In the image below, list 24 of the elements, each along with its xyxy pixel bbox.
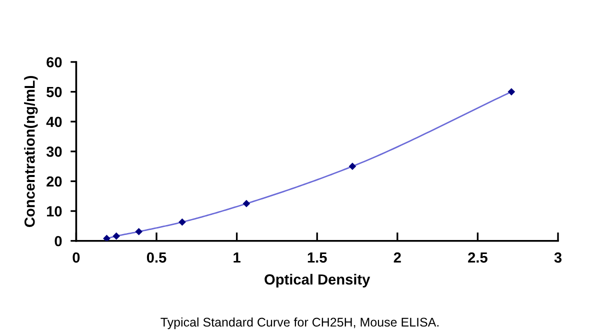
x-tick-label: 1.5 (308, 252, 327, 263)
y-tick-label: 30 (46, 146, 62, 157)
text: Typical Standard Curve for CH25H, Mouse ELISA. (160, 317, 439, 330)
y-tick-label: 0 (54, 236, 62, 246)
y-tick-label: 40 (46, 116, 62, 128)
point (348, 162, 356, 170)
point (242, 200, 250, 208)
x-axis-title: Optical Density (264, 274, 370, 288)
y-tick-label: 50 (46, 86, 62, 98)
point (135, 228, 143, 236)
point (178, 218, 186, 226)
x-tick-label: 2.5 (468, 252, 488, 263)
y-tick-label: 20 (46, 176, 62, 187)
x-tick-label: 0 (72, 252, 80, 263)
x-tick-label: 3 (554, 252, 562, 263)
x-tick-label: 2 (394, 252, 401, 263)
x-tick-label: 1 (234, 252, 240, 263)
y-tick-label: 10 (47, 206, 62, 216)
x-tick-label: 0.5 (146, 252, 166, 263)
point (508, 88, 516, 96)
point (112, 232, 120, 240)
y-tick-label: 60 (46, 57, 62, 68)
point (103, 234, 110, 241)
y-axis-title: Concentration(ng/mL) (24, 76, 38, 227)
